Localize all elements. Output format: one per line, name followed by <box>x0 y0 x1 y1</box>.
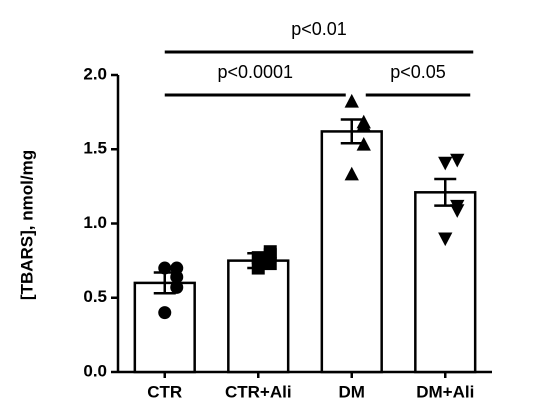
data-point <box>170 280 184 294</box>
y-tick-label: 2.0 <box>83 64 107 83</box>
data-point <box>356 136 371 151</box>
bar <box>227 259 290 374</box>
significance-label: p<0.0001 <box>217 62 293 82</box>
y-tick-label: 0.0 <box>83 361 107 380</box>
y-tick-label: 1.5 <box>83 139 107 158</box>
significance-label: p<0.01 <box>291 19 347 39</box>
x-tick-label: DM <box>339 382 365 401</box>
bar <box>414 191 477 374</box>
x-tick-label: CTR <box>147 382 182 401</box>
bar <box>133 281 196 374</box>
significance-label: p<0.05 <box>390 62 446 82</box>
data-point <box>158 306 172 320</box>
data-point <box>438 232 453 247</box>
x-tick-label: CTR+Ali <box>225 382 292 401</box>
data-point <box>450 153 465 168</box>
data-point <box>438 156 453 171</box>
y-axis-label: [TBARS], nmol/mg <box>17 150 36 300</box>
y-tick-label: 0.5 <box>83 287 107 306</box>
data-point <box>450 204 465 218</box>
y-tick-label: 1.0 <box>83 213 107 232</box>
x-tick-label: DM+Ali <box>416 382 474 401</box>
data-point <box>356 117 371 132</box>
data-point <box>344 93 359 108</box>
data-point <box>263 245 277 259</box>
data-point <box>344 166 359 181</box>
